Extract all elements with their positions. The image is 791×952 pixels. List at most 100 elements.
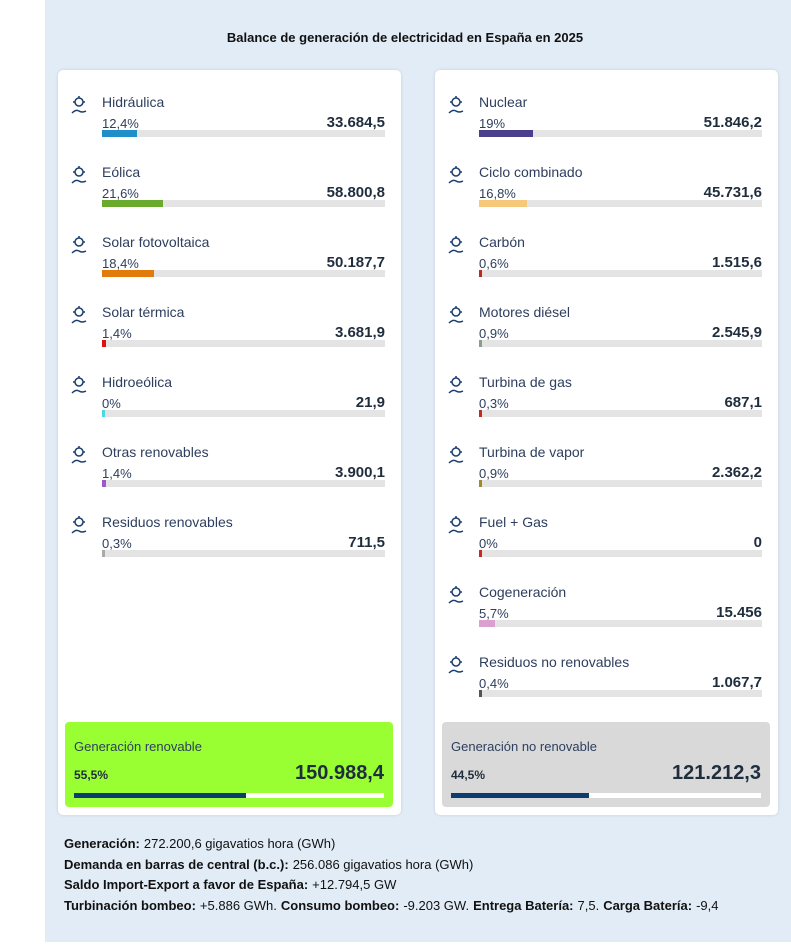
item-name: Eólica xyxy=(102,164,141,180)
item-value: 50.187,7 xyxy=(326,254,385,271)
item-value: 3.900,1 xyxy=(334,464,385,481)
item-percent: 0% xyxy=(479,536,498,551)
generation-item: Cogeneración 5,7% 15.456 xyxy=(445,584,762,644)
item-percent: 0% xyxy=(102,396,121,411)
item-value: 3.681,9 xyxy=(334,324,385,341)
item-icon xyxy=(445,444,467,466)
icon-graphic xyxy=(71,166,87,184)
footer-text: 7,5. xyxy=(577,897,600,913)
item-icon xyxy=(68,234,90,256)
generation-item: Solar fotovoltaica 18,4% 50.187,7 xyxy=(68,234,385,294)
footer-text: 256.086 gigavatios hora (GWh) xyxy=(292,856,474,872)
footer-line: Demanda en barras de central (b.c.): 256.… xyxy=(64,857,722,878)
generation-item: Solar térmica 1,4% 3.681,9 xyxy=(68,304,385,364)
item-value: 33.684,5 xyxy=(326,114,385,131)
icon-graphic xyxy=(448,306,464,324)
item-name: Solar fotovoltaica xyxy=(102,234,210,250)
summary-name: Generación no renovable xyxy=(451,739,597,754)
progress-track xyxy=(479,340,762,347)
footer-text: +12.794,5 GW xyxy=(312,877,397,892)
item-name: Hidráulica xyxy=(102,94,165,110)
item-percent: 18,4% xyxy=(102,256,139,271)
footer-text: +5.886 GWh. xyxy=(199,897,277,913)
progress-track xyxy=(102,270,385,277)
item-value: 58.800,8 xyxy=(326,184,385,201)
icon-graphic xyxy=(71,236,87,254)
progress-bar xyxy=(102,200,164,207)
icon-graphic xyxy=(448,656,464,674)
generation-item: Hidráulica 12,4% 33.684,5 xyxy=(68,94,385,154)
summary-box: Generación no renovable 44,5% 121.212,3 xyxy=(442,722,770,807)
item-percent: 1,4% xyxy=(102,466,132,481)
footer-label: Turbinación bombeo: xyxy=(64,897,196,913)
progress-bar xyxy=(479,200,527,207)
icon-graphic xyxy=(448,236,464,254)
generation-item: Turbina de vapor 0,9% 2.362,2 xyxy=(445,444,762,504)
item-percent: 19% xyxy=(479,116,506,131)
item-percent: 5,7% xyxy=(479,606,509,621)
progress-track xyxy=(479,480,762,487)
generation-item: Nuclear 19% 51.846,2 xyxy=(445,94,762,154)
item-value: 711,5 xyxy=(348,534,385,551)
item-icon xyxy=(445,164,467,186)
progress-track xyxy=(479,550,762,557)
panel-card: Nuclear 19% 51.846,2 Ciclo combinado 16,8% 45… xyxy=(435,70,778,815)
item-icon xyxy=(68,94,90,116)
footer-label: Entrega Batería: xyxy=(473,897,574,913)
footer: Generación: 272.200,6 gigavatios hora (GW… xyxy=(64,836,722,918)
footer-label: Carga Batería: xyxy=(603,897,693,913)
item-value: 1.515,6 xyxy=(711,254,762,271)
item-percent: 0,6% xyxy=(479,256,509,271)
generation-item: Fuel + Gas 0% 0 xyxy=(445,514,762,574)
progress-bar xyxy=(479,690,482,697)
footer-text: -9.203 GW. xyxy=(403,897,470,913)
item-percent: 0,3% xyxy=(479,396,509,411)
icon-graphic xyxy=(71,376,87,394)
footer-line: Turbinación bombeo: +5.886 GWh. Consumo bo… xyxy=(64,898,722,919)
summary-value: 121.212,3 xyxy=(672,762,761,784)
summary-track xyxy=(74,793,384,798)
item-name: Otras renovables xyxy=(102,444,209,460)
footer-label: Generación: xyxy=(64,836,140,851)
generation-item: Hidroeólica 0% 21,9 xyxy=(68,374,385,434)
item-percent: 0,4% xyxy=(479,676,509,691)
item-icon xyxy=(445,514,467,536)
icon-graphic xyxy=(448,516,464,534)
summary-bar xyxy=(451,793,589,798)
item-name: Residuos renovables xyxy=(102,514,233,530)
item-percent: 21,6% xyxy=(102,186,139,201)
icon-graphic xyxy=(448,96,464,114)
progress-bar xyxy=(102,410,105,417)
item-value: 2.545,9 xyxy=(711,324,762,341)
progress-track xyxy=(479,620,762,627)
progress-bar xyxy=(479,270,482,277)
progress-bar xyxy=(102,270,155,277)
item-name: Turbina de vapor xyxy=(479,444,585,460)
item-icon xyxy=(445,374,467,396)
generation-item: Ciclo combinado 16,8% 45.731,6 xyxy=(445,164,762,224)
item-name: Residuos no renovables xyxy=(479,654,630,670)
item-value: 687,1 xyxy=(724,394,762,411)
progress-track xyxy=(479,200,762,207)
summary-percent: 55,5% xyxy=(74,768,109,782)
generation-item: Residuos renovables 0,3% 711,5 xyxy=(68,514,385,574)
summary-box: Generación renovable 55,5% 150.988,4 xyxy=(65,722,393,807)
generation-item: Carbón 0,6% 1.515,6 xyxy=(445,234,762,294)
item-icon xyxy=(445,234,467,256)
item-percent: 0,3% xyxy=(102,536,132,551)
item-name: Cogeneración xyxy=(479,584,567,600)
item-value: 15.456 xyxy=(716,604,762,621)
page-title: Balance de generación de electricidad en… xyxy=(226,30,584,45)
footer-label: Demanda en barras de central (b.c.): xyxy=(64,856,289,872)
progress-track xyxy=(479,130,762,137)
progress-bar xyxy=(479,340,482,347)
item-name: Carbón xyxy=(479,234,525,250)
icon-graphic xyxy=(71,446,87,464)
item-name: Hidroeólica xyxy=(102,374,173,390)
item-icon xyxy=(68,304,90,326)
progress-track xyxy=(102,340,385,347)
summary-bar xyxy=(74,793,247,798)
item-icon xyxy=(68,444,90,466)
progress-track xyxy=(102,200,385,207)
generation-item: Otras renovables 1,4% 3.900,1 xyxy=(68,444,385,504)
